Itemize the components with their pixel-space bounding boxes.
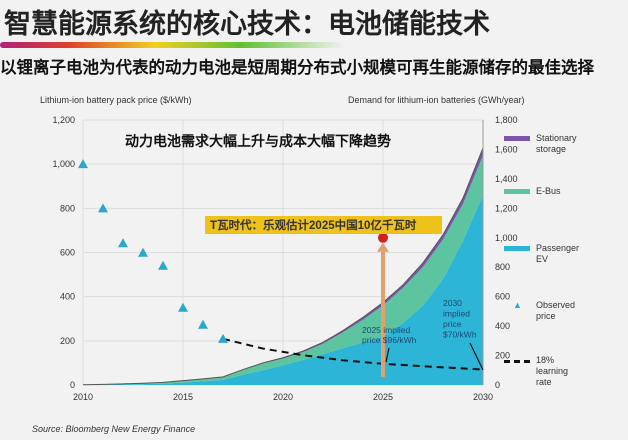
x-tick: 2025 [373, 392, 393, 402]
x-tick: 2030 [473, 392, 493, 402]
y-left-tick: 1,000 [52, 159, 75, 169]
rainbow-divider [0, 42, 345, 48]
y-left-tick: 1,200 [52, 115, 75, 125]
legend-label: 18% learning rate [536, 355, 569, 387]
chart-title: 动力电池需求大幅上升与成本大幅下降趋势 [125, 133, 391, 149]
y-right-tick: 400 [495, 321, 510, 331]
annotation-2030-line: implied [443, 309, 470, 319]
annotation-2030-line: price [443, 319, 462, 329]
y-right-tick: 1,000 [495, 233, 518, 243]
annotation-2030-pointer [469, 342, 484, 371]
observed-price-point [198, 319, 208, 329]
highlight-point [378, 232, 388, 243]
legend-swatch [504, 189, 530, 194]
source-note: Source: Bloomberg New Energy Finance [32, 424, 196, 434]
y-right-tick: 1,600 [495, 144, 518, 154]
y-right-tick: 600 [495, 292, 510, 302]
slide-subtitle: 以锂离子电池为代表的动力电池是短周期分布式小规模可再生能源储存的最佳选择 [0, 58, 594, 77]
y-left-tick: 0 [70, 380, 75, 390]
y-right-tick: 1,800 [495, 115, 518, 125]
annotation-2030-line: 2030 [443, 298, 462, 308]
learning-rate-line [222, 337, 484, 371]
legend-swatch [504, 136, 530, 141]
annotation-2025-pointer [385, 347, 390, 363]
slide-title: 智慧能源系统的核心技术：电池储能技术 [4, 9, 490, 40]
y-right-tick: 200 [495, 351, 510, 361]
x-tick: 2020 [273, 392, 293, 402]
x-tick: 2015 [173, 392, 193, 402]
observed-price-point [98, 203, 108, 213]
legend-label: Observed price [536, 300, 576, 321]
y-right-tick: 1,200 [495, 203, 518, 213]
y-right-tick: 800 [495, 262, 510, 272]
annotation-2025-line2: price $96/kWh [362, 335, 417, 345]
x-tick: 2010 [73, 392, 93, 402]
observed-price-point [218, 333, 228, 343]
observed-price-point [178, 302, 188, 312]
annotation-2030-line: $70/kWh [443, 330, 477, 340]
y-left-tick: 400 [60, 292, 75, 302]
y-left-tick: 600 [60, 248, 75, 258]
observed-price-point [158, 260, 168, 270]
legend-label: Stationary storage [536, 133, 577, 154]
triangle-icon: ▲ [513, 300, 522, 310]
y-right-tick: 0 [495, 380, 500, 390]
total-demand-line [82, 147, 484, 386]
legend-swatch [504, 246, 530, 251]
annotation-box [205, 216, 442, 234]
right-axis-label: Demand for lithium-ion batteries (GWh/ye… [348, 95, 525, 105]
y-left-tick: 800 [60, 203, 75, 213]
annotation-text: T瓦时代：乐观估计2025中国10亿千瓦时 [210, 218, 417, 232]
legend-label: E-Bus [536, 186, 561, 196]
y-right-tick: 1,400 [495, 174, 518, 184]
legend-swatch [504, 360, 530, 363]
legend-label: Passenger EV [536, 243, 580, 264]
observed-price-point [78, 159, 88, 169]
observed-price-point [138, 247, 148, 257]
left-axis-label: Lithium-ion battery pack price ($/kWh) [40, 95, 192, 105]
y-left-tick: 200 [60, 336, 75, 346]
annotation-2025-line1: 2025 implied [362, 325, 410, 335]
observed-price-point [118, 238, 128, 248]
arrow-head [377, 242, 389, 252]
